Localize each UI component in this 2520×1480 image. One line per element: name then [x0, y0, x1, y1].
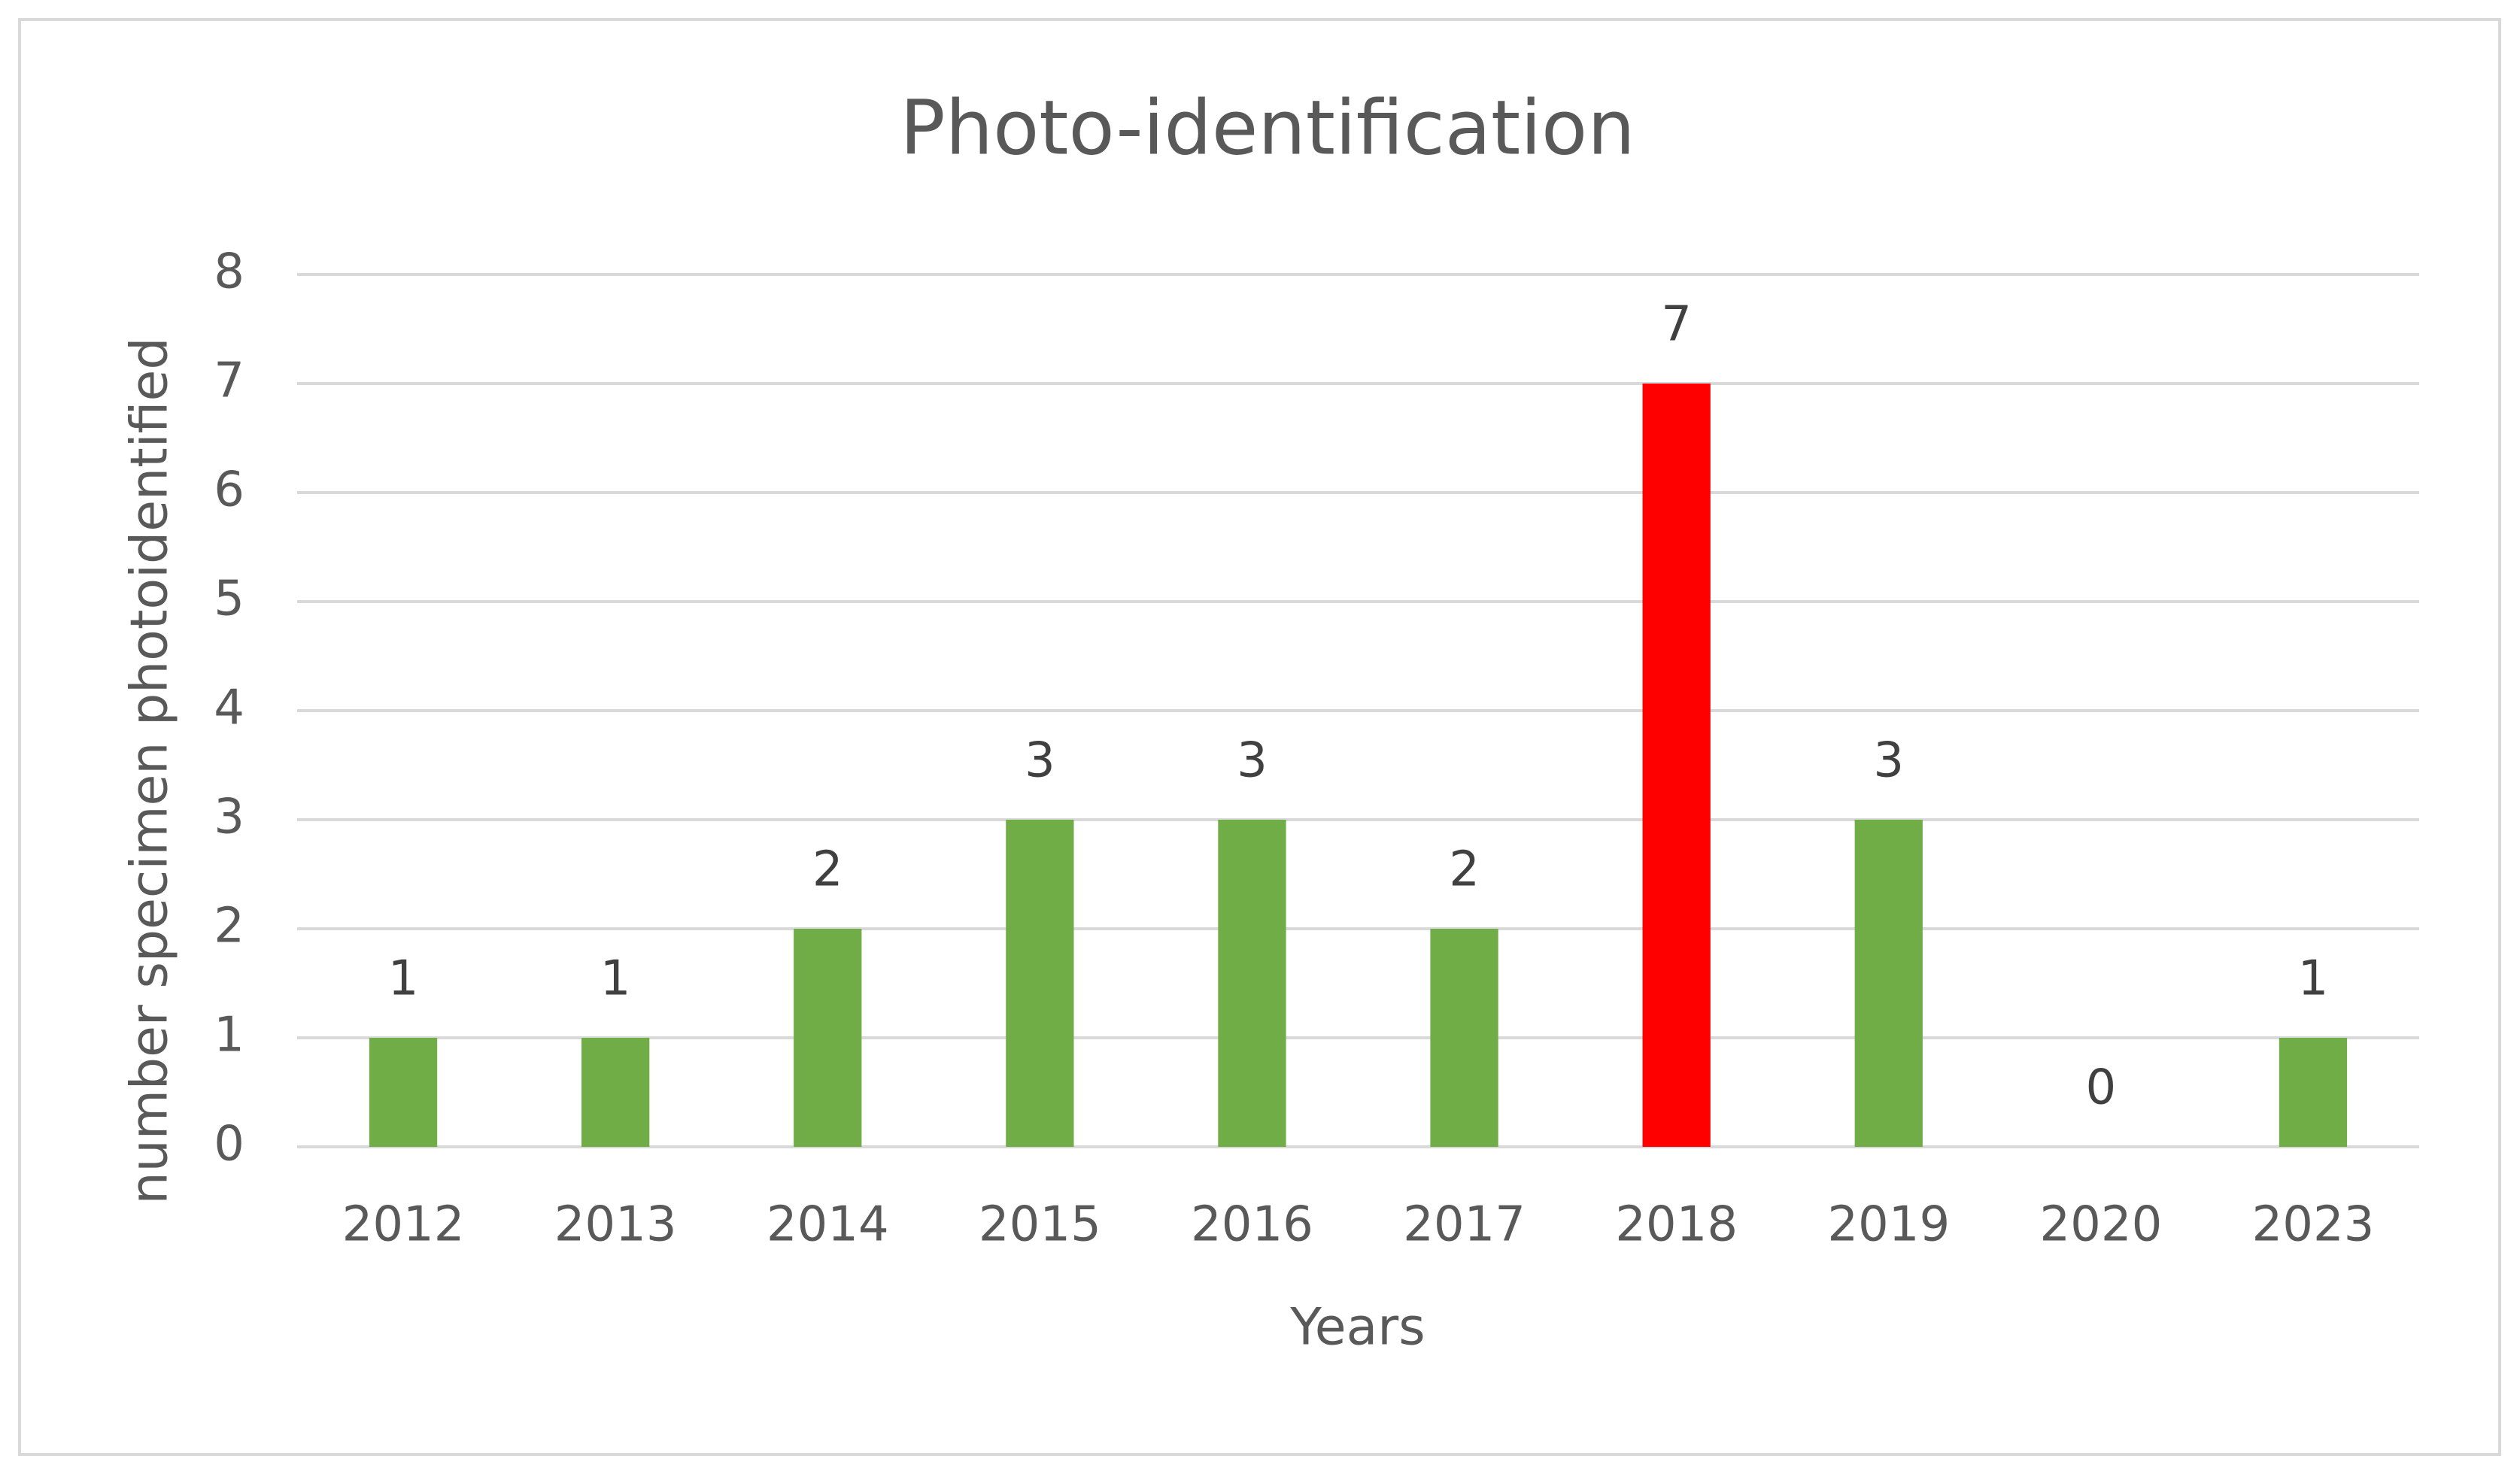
data-label: 1 — [600, 951, 631, 1007]
x-tick-label: 2016 — [1191, 1197, 1313, 1253]
data-label: 7 — [1661, 297, 1692, 353]
y-tick-label: 3 — [214, 790, 244, 845]
y-tick-label: 6 — [214, 462, 244, 518]
x-tick-label: 2020 — [2039, 1197, 2162, 1253]
data-label: 3 — [1873, 733, 1904, 789]
data-label: 1 — [388, 951, 419, 1007]
x-tick-label: 2019 — [1827, 1197, 1950, 1253]
data-label: 3 — [1025, 733, 1055, 789]
x-axis-title: Years — [1289, 1298, 1425, 1357]
data-label: 3 — [1237, 733, 1268, 789]
x-tick-label: 2012 — [342, 1197, 465, 1253]
x-tick-label: 2013 — [554, 1197, 677, 1253]
x-tick-label: 2023 — [2252, 1197, 2375, 1253]
chart-border — [18, 18, 2501, 1456]
x-tick-label: 2018 — [1615, 1197, 1738, 1253]
data-label: 2 — [812, 842, 843, 898]
bar — [1854, 820, 1923, 1147]
bar — [1642, 384, 1711, 1147]
y-tick-label: 0 — [214, 1117, 244, 1172]
y-tick-label: 8 — [214, 244, 244, 300]
y-tick-label: 1 — [214, 1008, 244, 1063]
x-tick-label: 2014 — [767, 1197, 889, 1253]
x-tick-label: 2015 — [979, 1197, 1101, 1253]
bar — [1430, 929, 1498, 1147]
y-tick-label: 4 — [214, 681, 244, 736]
bar — [2279, 1038, 2348, 1147]
bar — [794, 929, 862, 1147]
data-label: 2 — [1449, 842, 1480, 898]
y-tick-label: 5 — [214, 572, 244, 627]
chart-title: Photo-identification — [900, 83, 1635, 171]
y-tick-label: 7 — [214, 353, 244, 409]
bar — [369, 1038, 438, 1147]
data-label: 1 — [2298, 951, 2329, 1007]
bar — [1006, 820, 1074, 1147]
bar — [1218, 820, 1286, 1147]
bar — [581, 1038, 650, 1147]
y-tick-label: 2 — [214, 899, 244, 954]
y-axis-title: number specimen photoidentified — [120, 337, 180, 1204]
data-label: 0 — [2085, 1060, 2116, 1116]
x-tick-label: 2017 — [1403, 1197, 1526, 1253]
